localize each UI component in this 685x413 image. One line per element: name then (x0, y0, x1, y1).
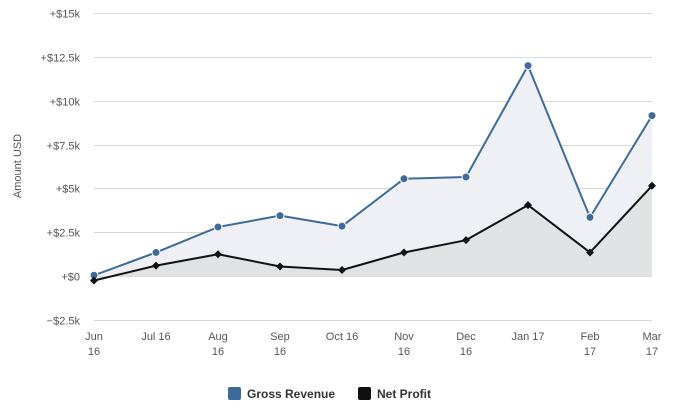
data-point[interactable] (400, 248, 408, 257)
series-area (94, 185, 652, 281)
data-point[interactable] (337, 221, 347, 231)
series-line (93, 64, 653, 277)
x-axis-tick-labels: Jun 16 Jul 16 Aug 16 Sep 16 Oct 16 Nov 16 Dec 16 Jan… (85, 331, 662, 358)
data-point[interactable] (523, 61, 533, 71)
x-tick-label: Oct 16 (326, 331, 358, 343)
series-lines (93, 64, 653, 282)
series-areas (94, 65, 652, 281)
y-tick-label: +$10k (50, 97, 81, 109)
data-point[interactable] (586, 248, 594, 257)
x-tick-label: Dec 16 (456, 331, 476, 358)
data-point[interactable] (585, 212, 595, 222)
legend-label: Gross Revenue (247, 387, 335, 401)
x-tick-label: Jul 16 (141, 331, 170, 343)
data-point[interactable] (213, 222, 223, 232)
data-point[interactable] (275, 211, 285, 221)
data-point[interactable] (151, 247, 161, 257)
y-tick-label: +$2.5k (47, 228, 81, 240)
y-tick-label: +$5k (56, 184, 81, 196)
x-tick-label: Sep 16 (270, 331, 290, 358)
legend-label: Net Profit (377, 387, 431, 401)
x-tick-label: Feb 17 (581, 331, 600, 358)
data-point[interactable] (214, 250, 222, 259)
legend-swatch (228, 387, 241, 400)
y-tick-label: +$12.5k (41, 53, 81, 65)
y-axis-title: Amount USD (12, 134, 24, 198)
data-point[interactable] (152, 261, 160, 270)
data-point[interactable] (276, 262, 284, 271)
legend-swatch (358, 387, 371, 400)
y-axis-tick-labels: −$2.5k +$0 +$2.5k +$5k +$7.5k +$10k +$12.5k +$1… (41, 9, 81, 328)
y-tick-label: +$0 (61, 272, 80, 284)
legend-item[interactable]: Gross Revenue (228, 387, 335, 401)
data-point[interactable] (648, 181, 656, 190)
x-tick-label: Nov 16 (394, 331, 414, 358)
series-markers (89, 61, 657, 285)
data-point[interactable] (399, 174, 409, 184)
data-point[interactable] (647, 111, 657, 121)
data-point[interactable] (524, 201, 532, 210)
x-tick-label: Jan 17 (511, 331, 544, 343)
x-tick-label: Aug 16 (208, 331, 228, 358)
x-tick-label: Jun 16 (85, 331, 103, 358)
series-line (93, 185, 653, 282)
data-point[interactable] (90, 276, 98, 285)
data-point[interactable] (461, 172, 471, 182)
legend: Gross Revenue Net Profit (228, 387, 431, 401)
data-point[interactable] (462, 236, 470, 245)
x-tick-label: Mar 17 (643, 331, 662, 358)
y-tick-label: +$15k (50, 9, 81, 21)
y-tick-label: +$7.5k (47, 141, 81, 153)
legend-item[interactable]: Net Profit (358, 387, 431, 401)
data-point[interactable] (338, 266, 346, 275)
y-tick-label: −$2.5k (47, 316, 81, 328)
